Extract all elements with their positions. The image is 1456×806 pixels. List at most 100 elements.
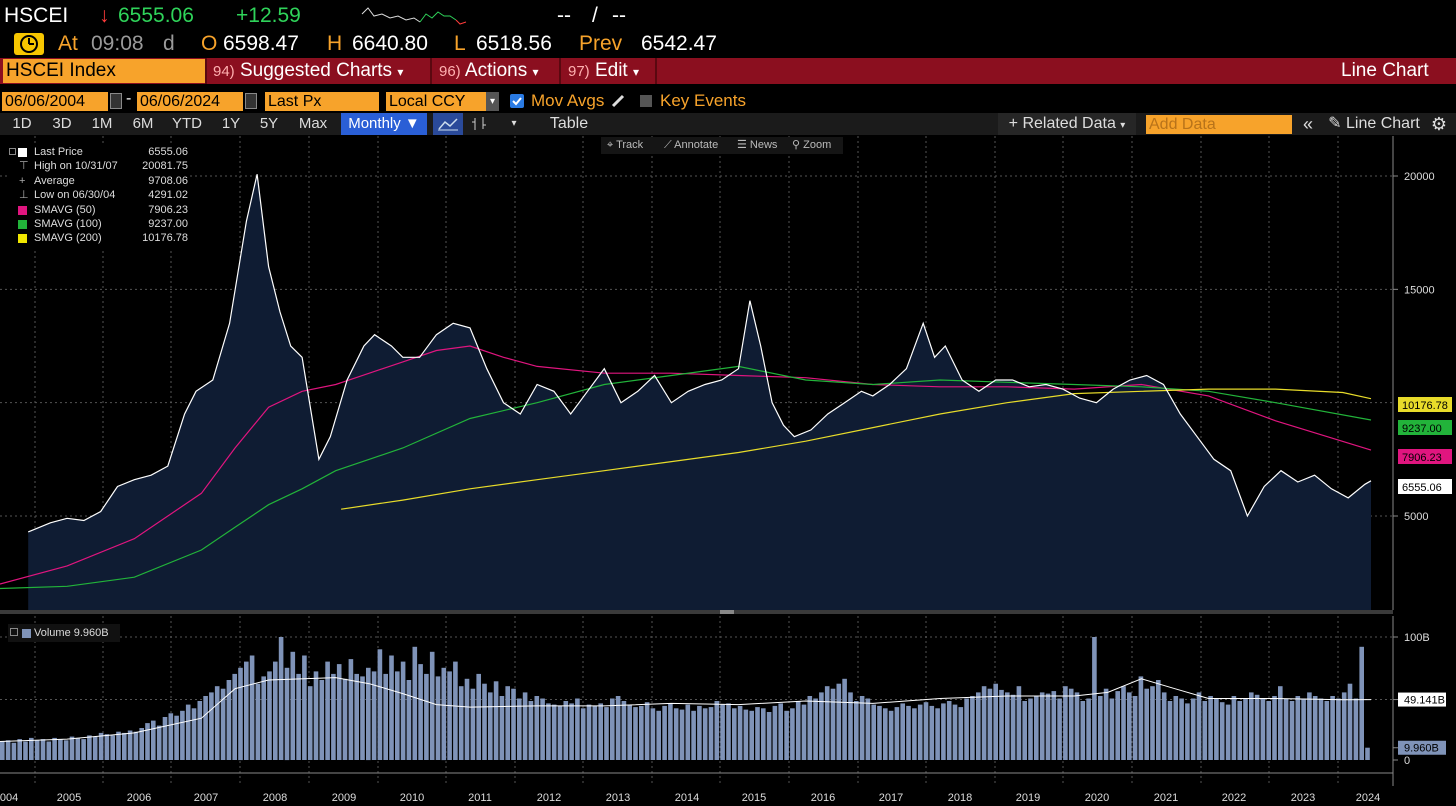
volume-bar: [563, 701, 569, 760]
period-3d-button[interactable]: 3D: [52, 115, 72, 132]
volume-bar: [354, 673, 359, 760]
volume-bar: [1231, 696, 1237, 760]
volume-bar: [685, 704, 691, 760]
bar-chart-icon[interactable]: [465, 113, 493, 135]
legend-key: Low on 06/30/04: [34, 189, 116, 202]
price-area: [28, 174, 1372, 610]
security-name-field[interactable]: HSCEI Index: [3, 59, 205, 83]
legend-row: Last Price 6555.06: [8, 145, 188, 159]
news-label: News: [749, 139, 778, 151]
line-chart-icon[interactable]: [433, 113, 463, 135]
edit-menu[interactable]: 97) Edit ▾: [568, 58, 639, 84]
key-events-checkbox[interactable]: [640, 95, 652, 107]
end-date-input[interactable]: 06/06/2024: [137, 92, 243, 111]
volume-bar: [63, 740, 69, 760]
time-axis-label: 2010: [400, 792, 424, 804]
collapse-icon[interactable]: «: [1302, 114, 1313, 134]
volume-bar: [1254, 694, 1260, 760]
expand-icon[interactable]: [9, 148, 16, 155]
volume-bar: [964, 698, 969, 760]
volume-bar: [737, 705, 743, 760]
add-data-input[interactable]: Add Data: [1146, 115, 1292, 134]
zoom-tool[interactable]: ⚲ Zoom: [792, 139, 832, 151]
volume-bar: [482, 683, 487, 760]
volume-bar: [586, 704, 592, 760]
bid-value: --: [557, 4, 571, 27]
volume-bar: [325, 661, 330, 760]
news-tool[interactable]: ☰ News: [737, 139, 778, 151]
volume-bar: [360, 676, 365, 760]
volume-bar: [1022, 701, 1027, 760]
period-6m-button[interactable]: 6M: [132, 115, 154, 132]
volume-bar: [1086, 698, 1091, 760]
legend-value: 9708.06: [148, 174, 188, 187]
actions-menu[interactable]: 96) Actions ▾: [439, 58, 539, 84]
clock-icon: [14, 33, 44, 55]
frequency-select[interactable]: Monthly ▼: [341, 113, 427, 135]
mov-avgs-checkbox[interactable]: [510, 94, 524, 108]
toolbar-divider: [655, 58, 657, 84]
volume-bar: [284, 667, 290, 761]
volume-bar: [145, 723, 150, 760]
period-1d-button[interactable]: 1D: [12, 115, 32, 132]
volume-bar: [621, 701, 627, 760]
volume-bar: [830, 688, 836, 760]
period-ytd-button[interactable]: YTD: [172, 115, 202, 132]
expand-icon[interactable]: [10, 628, 18, 636]
volume-axis-label: 9.960B: [1404, 743, 1439, 755]
caret-down-icon[interactable]: ▾: [486, 92, 499, 111]
price-chart[interactable]: 2000015000500010176.789237.007906.236555…: [0, 136, 1456, 806]
suggested-charts-menu[interactable]: 94) Suggested Charts ▾: [213, 58, 403, 84]
volume-bar: [610, 698, 615, 760]
volume-bar: [987, 688, 993, 760]
volume-bar: [766, 712, 772, 760]
time-axis-label: 2020: [1085, 792, 1109, 804]
volume-bar: [1289, 701, 1295, 760]
volume-bar: [273, 661, 278, 760]
volume-bar: [1161, 692, 1167, 760]
volume-bar: [342, 678, 348, 760]
volume-bar: [1365, 747, 1370, 760]
currency-select[interactable]: Local CCY: [386, 92, 486, 111]
volume-bar: [162, 717, 168, 760]
toolbar-divider: [205, 58, 207, 84]
related-data-menu[interactable]: + Related Data ▾: [998, 113, 1136, 135]
pencil-icon[interactable]: [610, 93, 626, 109]
field-select[interactable]: Last Px: [265, 92, 379, 111]
chart-type-button[interactable]: ✎ Line Chart: [1324, 113, 1424, 135]
volume-bar: [313, 671, 319, 760]
calendar-icon[interactable]: [110, 93, 122, 109]
period-1y-button[interactable]: 1Y: [221, 115, 241, 132]
volume-bar: [894, 707, 900, 760]
volume-bar: [1074, 692, 1080, 760]
period-max-button[interactable]: Max: [298, 115, 328, 132]
calendar-icon[interactable]: [245, 93, 257, 109]
time-axis-label: 2006: [127, 792, 151, 804]
volume-value-tag: [1398, 692, 1446, 707]
last-value-tag-text: 7906.23: [1402, 452, 1442, 464]
caret-down-icon: ▾: [397, 65, 404, 79]
volume-bar: [447, 671, 452, 760]
volume-bar: [1179, 698, 1184, 760]
volume-bar: [203, 696, 208, 760]
legend-key: SMAVG (50): [34, 203, 96, 216]
period-1m-button[interactable]: 1M: [91, 115, 113, 132]
volume-axis-label: 100B: [1404, 632, 1430, 644]
period-5y-button[interactable]: 5Y: [259, 115, 279, 132]
table-button[interactable]: Table: [549, 115, 589, 132]
track-tool[interactable]: ⌖ Track: [607, 139, 644, 151]
caret-down-icon[interactable]: ▾: [511, 118, 517, 129]
volume-bar: [81, 739, 86, 760]
gear-icon[interactable]: ⚙: [1430, 114, 1448, 134]
volume-bar: [1347, 683, 1353, 760]
start-date-input[interactable]: 06/06/2004: [2, 92, 108, 111]
volume-bar: [87, 735, 92, 760]
volume-legend-label: Volume 9.960B: [34, 627, 109, 639]
volume-bar: [1341, 692, 1347, 760]
volume-bar: [116, 731, 121, 760]
volume-bar: [743, 709, 749, 760]
annotate-tool[interactable]: ⟋ Annotate: [664, 139, 719, 151]
open-value: 6598.47: [223, 32, 299, 55]
price-line: [27, 174, 1372, 533]
toolbar-divider: [430, 58, 432, 84]
